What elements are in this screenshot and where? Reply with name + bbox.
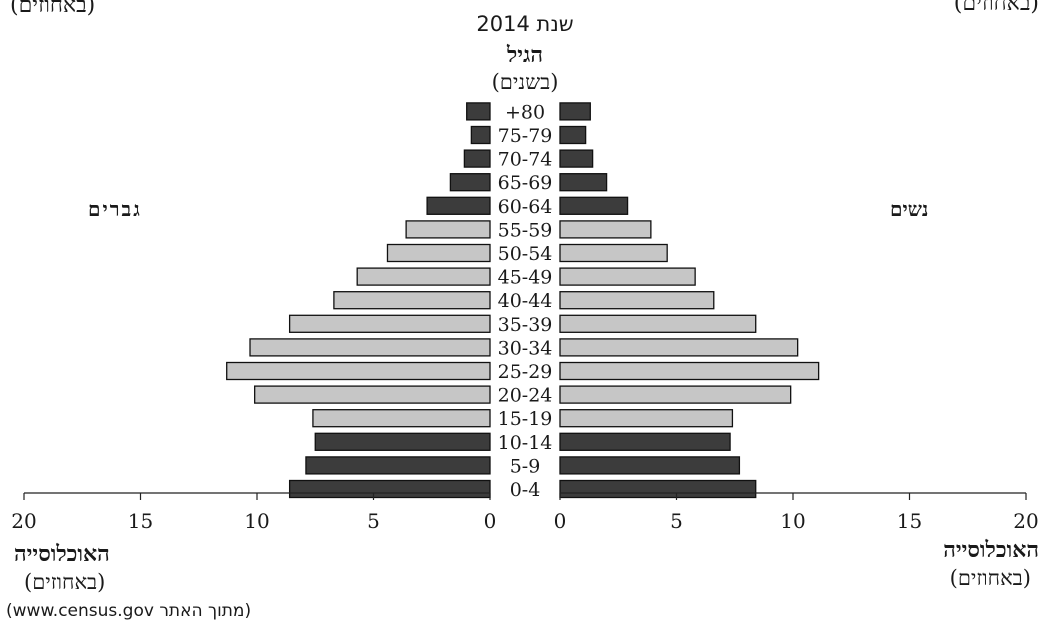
- women-bar-25-29: [559, 361, 820, 381]
- men-bar-5-9: [305, 456, 491, 475]
- women-bar-50-54: [559, 243, 668, 263]
- right-tick-label-5: 5: [670, 509, 683, 533]
- age-axis-unit: (בשנים): [491, 70, 559, 94]
- age-label-20-24: 20-24: [498, 385, 553, 407]
- right-tick-label-15: 15: [897, 509, 922, 533]
- age-label-60-64: 60-64: [498, 196, 553, 218]
- men-bar-50-54: [386, 243, 491, 263]
- age-label-25-29: 25-29: [498, 361, 553, 383]
- right-tick-label-10: 10: [780, 509, 805, 533]
- women-bar-75-79: [559, 125, 587, 145]
- source-note: (מתוך האתר www.census.gov): [6, 601, 252, 621]
- right-tick-label-0: 0: [554, 509, 567, 533]
- women-bar-35-39: [559, 314, 757, 333]
- women-bar-65-69: [559, 173, 608, 192]
- men-bar-15-19: [312, 409, 491, 428]
- men-label: גברים: [88, 197, 142, 221]
- women-bar-20-24: [559, 385, 792, 404]
- left-tick-label-15: 15: [128, 509, 153, 533]
- women-label: נשים: [890, 197, 929, 221]
- age-label-70-74: 70-74: [498, 149, 553, 171]
- left-x-axis-title: האוכלוסייה: [14, 541, 110, 567]
- women-bar-0-4: [559, 479, 757, 499]
- right-x-axis-title: האוכלוסייה: [943, 537, 1039, 563]
- age-label-10-14: 10-14: [498, 432, 553, 454]
- top-right-percent-label: (באחוזים): [953, 0, 1039, 16]
- women-bar-55-59: [559, 220, 652, 239]
- left-tick-label-5: 5: [367, 509, 380, 533]
- men-bar-40-44: [333, 291, 491, 310]
- men-bar-65-69: [449, 173, 491, 192]
- age-label-5-9: 5-9: [510, 455, 541, 477]
- age-label-65-69: 65-69: [498, 172, 553, 194]
- right-tick-label-20: 20: [1013, 509, 1038, 533]
- women-bar-15-19: [559, 409, 734, 428]
- women-bar-10-14: [559, 432, 731, 451]
- left-x-axis-unit: (באחוזים): [24, 570, 106, 594]
- age-label-80+: +80: [505, 101, 545, 123]
- age-label-35-39: 35-39: [498, 314, 553, 336]
- top-left-percent-label: (באחוזים): [10, 0, 96, 18]
- men-bar-45-49: [356, 267, 491, 286]
- age-label-55-59: 55-59: [498, 219, 553, 241]
- age-label-75-79: 75-79: [498, 125, 553, 147]
- age-label-30-34: 30-34: [498, 337, 553, 359]
- left-tick-label-10: 10: [244, 509, 269, 533]
- age-label-40-44: 40-44: [498, 290, 553, 312]
- men-bar-35-39: [288, 314, 491, 333]
- men-bar-55-59: [405, 220, 491, 239]
- men-bar-75-79: [470, 125, 491, 145]
- men-bar-70-74: [463, 149, 491, 168]
- women-bar-70-74: [559, 149, 594, 168]
- chart-year-title: שנת 2014: [476, 12, 574, 36]
- left-tick-label-20: 20: [11, 509, 36, 533]
- women-bar-80+: [559, 102, 591, 121]
- women-bar-45-49: [559, 267, 696, 286]
- age-label-0-4: 0-4: [510, 479, 541, 501]
- women-bar-60-64: [559, 196, 629, 215]
- men-bar-80+: [466, 102, 491, 121]
- men-bar-30-34: [249, 338, 491, 357]
- men-bar-25-29: [226, 361, 491, 381]
- age-label-45-49: 45-49: [498, 267, 553, 289]
- left-tick-label-0: 0: [484, 509, 497, 533]
- men-bar-10-14: [314, 432, 491, 451]
- age-label-15-19: 15-19: [498, 408, 553, 430]
- women-bar-5-9: [559, 456, 741, 475]
- men-bar-20-24: [254, 385, 491, 404]
- women-bar-30-34: [559, 338, 799, 357]
- men-bar-60-64: [426, 196, 491, 215]
- women-bar-40-44: [559, 291, 715, 310]
- age-axis-title: הגיל: [507, 42, 543, 68]
- men-bar-0-4: [288, 479, 491, 499]
- age-label-50-54: 50-54: [498, 243, 553, 265]
- right-x-axis-unit: (באחוזים): [949, 566, 1031, 590]
